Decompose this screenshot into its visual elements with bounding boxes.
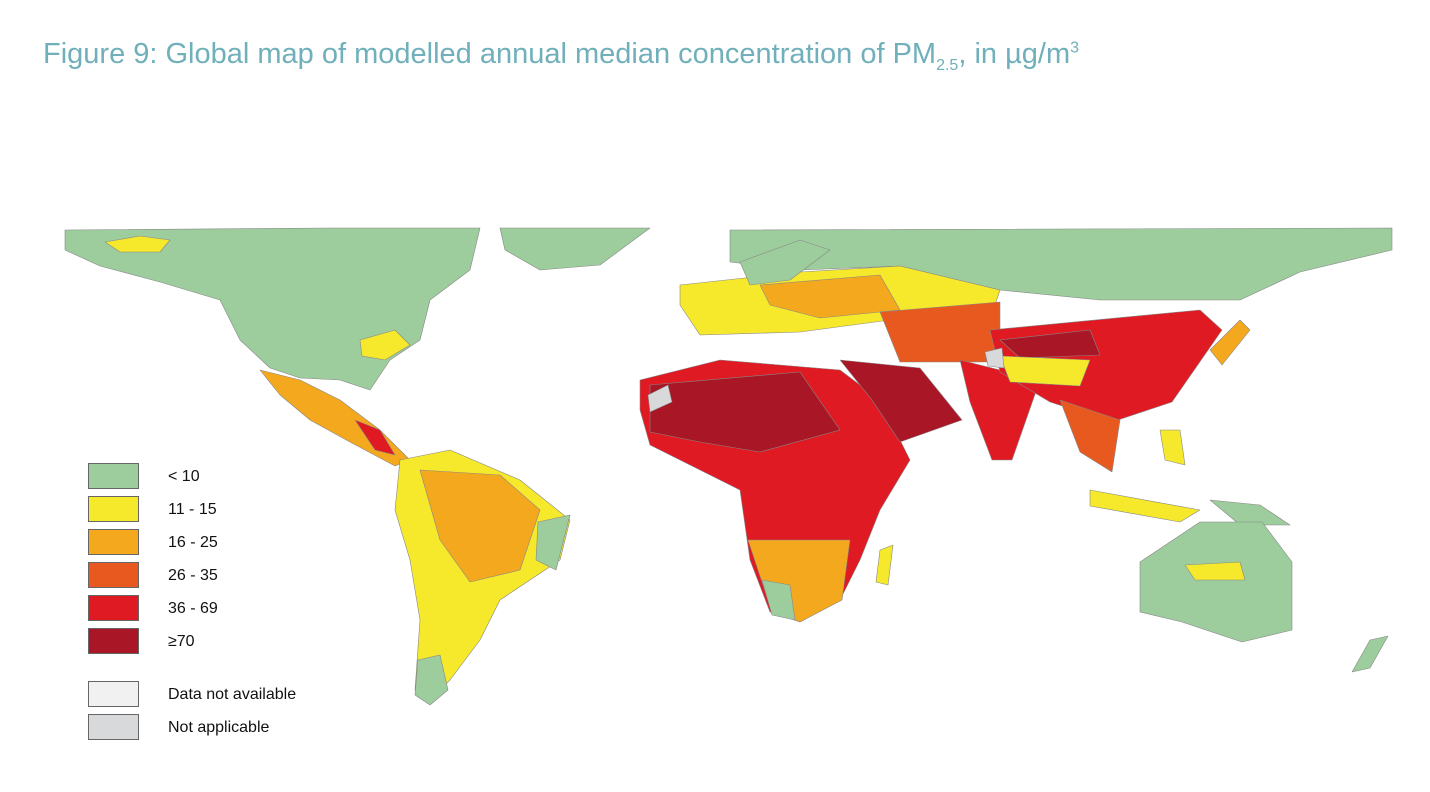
central-america-core (354, 419, 396, 456)
legend-label: 11 - 15 (168, 501, 217, 518)
south-africa-west (761, 579, 796, 621)
legend-swatch (88, 714, 139, 740)
philippines (1159, 429, 1186, 466)
legend-swatch (88, 628, 139, 654)
australia-interior (1184, 561, 1246, 581)
title-suffix: , in µg/m (958, 38, 1071, 70)
legend-label: Data not available (168, 686, 296, 703)
himalaya (984, 347, 1005, 369)
legend-label: Not applicable (168, 719, 270, 736)
greenland (499, 227, 651, 271)
legend-swatch (88, 595, 139, 621)
title-superscript: 3 (1070, 39, 1080, 57)
madagascar (875, 544, 894, 586)
indonesia (1089, 489, 1201, 523)
legend-label: < 10 (168, 468, 200, 485)
legend-label: 16 - 25 (168, 534, 218, 551)
east-brazil (535, 514, 571, 571)
world-map (64, 227, 1393, 706)
southeast-asia (1059, 399, 1121, 473)
western-sahara (647, 384, 673, 413)
title-text: Figure 9: Global map of modelled annual … (43, 38, 937, 70)
patagonia (414, 654, 449, 706)
south-america-interior (419, 469, 541, 583)
legend-swatch (88, 463, 139, 489)
new-zealand (1351, 635, 1389, 673)
legend-swatch (88, 529, 139, 555)
new-guinea (1209, 499, 1291, 526)
figure-title: Figure 9: Global map of modelled annual … (43, 38, 1079, 75)
north-china (999, 329, 1101, 359)
tibet (999, 355, 1091, 387)
legend-swatch (88, 496, 139, 522)
legend-swatch (88, 681, 139, 707)
australia (1139, 521, 1293, 643)
japan (1209, 319, 1251, 366)
alaska-patch (104, 235, 171, 253)
legend-label: ≥70 (168, 633, 195, 650)
arabia (839, 359, 963, 443)
title-subscript: 2.5 (936, 56, 959, 74)
sahara (649, 371, 841, 453)
legend: < 10 11 - 15 16 - 25 26 - 35 36 - 69 ≥70 Data … (88, 463, 296, 740)
central-asia (879, 301, 1001, 363)
east-europe (759, 274, 901, 319)
legend-label: 26 - 35 (168, 567, 218, 584)
legend-swatch (88, 562, 139, 588)
legend-label: 36 - 69 (168, 600, 218, 617)
scandinavia (739, 239, 831, 286)
us-east-patch (359, 329, 411, 361)
